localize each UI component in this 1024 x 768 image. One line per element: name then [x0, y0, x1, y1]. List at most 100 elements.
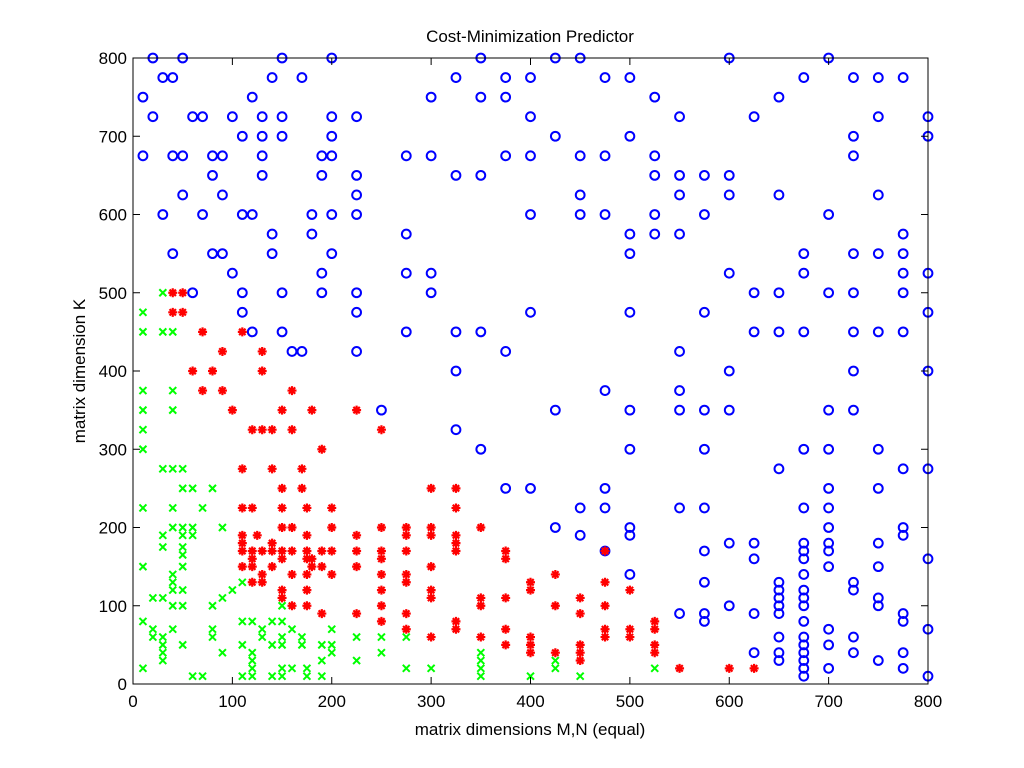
circle-point — [246, 91, 258, 103]
circle-point — [276, 111, 288, 123]
x-point — [277, 640, 287, 650]
star-point — [401, 546, 411, 556]
circle-point — [574, 209, 586, 220]
circle-point — [624, 529, 636, 541]
star-point — [237, 562, 247, 572]
circle-point — [326, 111, 338, 123]
star-point — [327, 569, 337, 579]
circle-point — [798, 248, 810, 260]
x-point — [138, 327, 148, 337]
star-point — [267, 538, 277, 548]
y-tick-label: 500 — [99, 284, 127, 303]
circle-point — [450, 169, 462, 181]
x-point — [267, 640, 277, 650]
circle-point — [525, 111, 536, 123]
circle-point — [599, 72, 611, 83]
y-tick-label: 200 — [99, 519, 127, 538]
circle-point — [897, 647, 909, 659]
x-tick-label: 600 — [715, 692, 743, 711]
circle-point — [450, 365, 462, 377]
circle-point — [450, 326, 462, 338]
star-point — [401, 624, 411, 634]
circle-point — [872, 600, 884, 612]
star-point — [327, 523, 337, 532]
circle-point — [207, 150, 218, 162]
x-point — [257, 632, 267, 642]
circle-point — [897, 287, 909, 299]
star-point — [550, 648, 560, 658]
star-point — [257, 346, 267, 356]
circle-point — [599, 502, 611, 514]
x-point — [178, 601, 187, 610]
star-point — [287, 523, 297, 532]
star-point — [426, 585, 436, 595]
x-axis-label: matrix dimensions M,N (equal) — [415, 720, 646, 739]
star-point — [267, 546, 277, 556]
circle-point — [226, 111, 238, 123]
circle-point — [167, 150, 179, 162]
x-point — [317, 640, 327, 650]
star-point — [267, 464, 277, 474]
x-point — [277, 617, 287, 626]
circle-point — [848, 150, 859, 162]
circle-point — [897, 72, 909, 83]
y-tick-label: 400 — [99, 362, 127, 381]
circle-point — [848, 584, 859, 596]
star-point — [287, 601, 297, 611]
circle-point — [848, 647, 859, 659]
circle-point — [276, 326, 288, 338]
star-point — [526, 577, 535, 587]
x-point — [650, 664, 659, 673]
star-point — [550, 601, 560, 611]
x-point — [188, 531, 197, 540]
x-tick-label: 400 — [516, 692, 544, 711]
circle-point — [674, 228, 685, 240]
circle-point — [897, 326, 909, 338]
circle-point — [798, 600, 810, 612]
circle-point — [674, 346, 685, 357]
circle-point — [699, 545, 710, 557]
x-point — [238, 671, 247, 681]
circle-point — [475, 443, 487, 455]
star-point — [526, 632, 535, 642]
star-point — [376, 616, 386, 626]
circle-point — [848, 365, 859, 377]
star-point — [317, 609, 327, 619]
x-point — [302, 664, 312, 673]
circle-point — [699, 404, 710, 416]
star-point — [650, 640, 660, 650]
circle-point — [500, 72, 512, 83]
star-point — [302, 546, 312, 556]
circle-point — [723, 169, 735, 181]
circle-point — [624, 130, 636, 142]
circle-point — [266, 228, 278, 240]
star-point — [352, 546, 362, 556]
star-point — [302, 569, 312, 579]
circle-point — [167, 72, 179, 83]
star-point — [600, 546, 610, 556]
circle-point — [823, 639, 835, 651]
circle-point — [316, 150, 328, 162]
star-point — [208, 366, 217, 376]
star-point — [247, 577, 257, 587]
circle-point — [256, 150, 268, 162]
x-point — [158, 531, 168, 540]
star-point — [287, 546, 297, 556]
star-point — [451, 616, 461, 626]
x-point — [178, 531, 187, 540]
circle-point — [549, 522, 561, 533]
y-tick-label: 100 — [99, 597, 127, 616]
circle-point — [624, 443, 636, 455]
star-point — [352, 530, 362, 540]
circle-point — [525, 482, 536, 494]
y-tick-label: 800 — [99, 49, 127, 68]
x-point — [277, 664, 287, 673]
star-point — [426, 530, 436, 540]
star-point — [247, 554, 257, 564]
axis-ticks: 0 100 200 300 400 500 600 700 800 0 100 200 300 400 50… — [99, 49, 943, 711]
x-point — [476, 664, 486, 673]
x-point — [317, 656, 327, 665]
x-point — [277, 632, 287, 642]
star-point — [625, 632, 635, 642]
circle-point — [351, 346, 362, 357]
